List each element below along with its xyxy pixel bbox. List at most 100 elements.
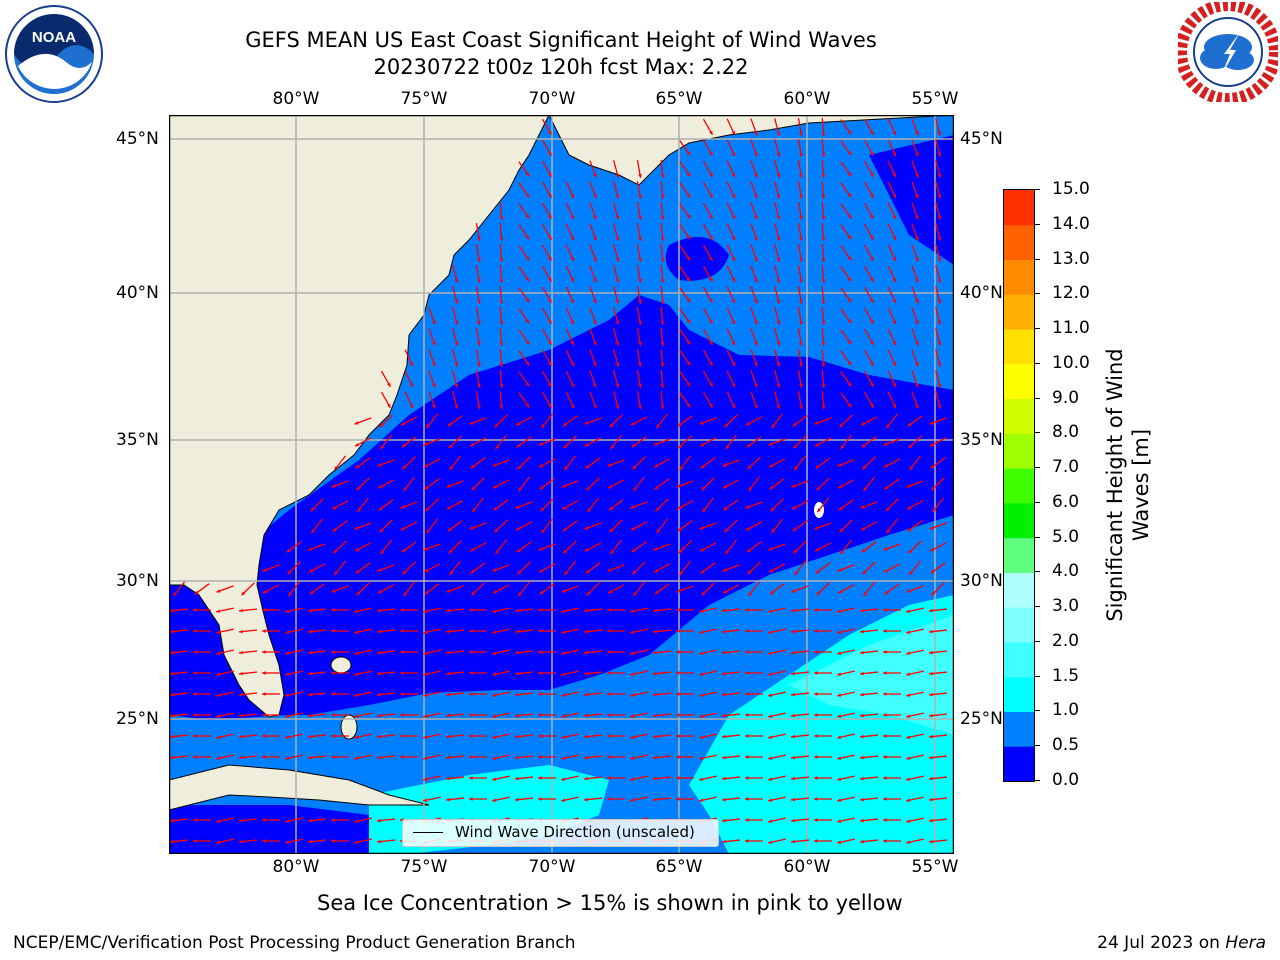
wave-direction-arrowhead xyxy=(409,404,413,409)
lat-label-right: 40°N xyxy=(960,283,1003,303)
wave-direction-arrowhead xyxy=(615,194,620,199)
wave-direction-arrowhead xyxy=(538,776,542,780)
wave-direction-arrowhead xyxy=(584,797,588,802)
wave-direction-arrowhead xyxy=(814,713,818,717)
wave-direction-arrowhead xyxy=(538,755,542,759)
wave-direction-arrowhead xyxy=(561,693,566,697)
wave-direction-arrowhead xyxy=(754,278,758,283)
wave-direction-arrowhead xyxy=(776,194,781,199)
wave-direction-arrowhead xyxy=(239,671,243,676)
wave-direction-arrowhead xyxy=(792,527,797,532)
wave-direction-arrowhead xyxy=(630,735,635,739)
wave-direction-arrowhead xyxy=(653,776,657,781)
wave-direction-arrowhead xyxy=(814,650,818,654)
wave-direction-arrowhead xyxy=(355,442,360,447)
wave-direction-arrowhead xyxy=(548,340,552,345)
wave-direction-arrowhead xyxy=(638,195,642,199)
wave-direction-arrowhead xyxy=(660,279,665,283)
wave-direction-arrowhead xyxy=(915,404,919,409)
wave-direction-arrowhead xyxy=(332,505,337,510)
wave-direction-arrowhead xyxy=(699,693,704,697)
wave-direction-arrowhead xyxy=(892,362,896,367)
wave-direction-arrowhead xyxy=(884,485,889,490)
wave-direction-arrowhead xyxy=(660,237,665,241)
wave-direction-arrowhead xyxy=(815,464,820,469)
wave-direction-arrowhead xyxy=(586,486,591,491)
wave-direction-arrowhead xyxy=(515,776,519,781)
lat-label-right: 30°N xyxy=(960,571,1003,591)
wave-direction-arrowhead xyxy=(615,299,620,304)
wave-direction-arrowhead xyxy=(883,650,887,654)
wave-direction-arrowhead xyxy=(584,671,588,676)
wave-direction-arrowhead xyxy=(731,173,735,178)
wave-direction-arrowhead xyxy=(699,756,704,760)
wave-direction-arrowhead xyxy=(907,527,912,532)
wave-direction-arrowhead xyxy=(400,692,404,696)
wave-direction-arrowhead xyxy=(709,256,713,261)
wave-direction-arrowhead xyxy=(709,130,713,135)
wave-direction-arrowhead xyxy=(354,819,359,823)
wave-direction-arrowhead xyxy=(676,671,680,675)
wave-direction-arrowhead xyxy=(847,256,852,261)
wave-direction-arrowhead xyxy=(469,797,473,801)
wave-direction-arrowhead xyxy=(754,299,758,304)
wave-direction-arrowhead xyxy=(861,421,866,426)
wave-direction-arrowhead xyxy=(354,421,359,425)
wave-direction-arrowhead xyxy=(699,651,704,655)
wave-direction-arrowhead xyxy=(492,651,497,655)
wave-direction-arrowhead xyxy=(722,818,726,823)
wave-direction-arrowhead xyxy=(308,671,312,676)
wave-direction-arrowhead xyxy=(847,298,852,303)
wave-direction-arrowhead xyxy=(262,734,266,738)
wave-direction-arrowhead xyxy=(776,278,781,283)
wave-direction-arrowhead xyxy=(929,818,933,823)
wave-direction-arrowhead xyxy=(754,362,758,367)
wave-direction-arrowhead xyxy=(584,776,588,781)
lat-label-left: 40°N xyxy=(116,283,159,303)
wave-direction-arrowhead xyxy=(748,592,753,597)
wave-direction-arrowhead xyxy=(768,651,773,655)
wave-direction-arrowhead xyxy=(892,215,896,220)
wave-direction-arrowhead xyxy=(541,424,546,429)
map-legend: Wind Wave Direction (unscaled) xyxy=(402,819,719,847)
wave-direction-arrowhead xyxy=(870,151,874,156)
wave-direction-arrowhead xyxy=(847,130,852,135)
wave-direction-arrowhead xyxy=(492,777,497,781)
wave-direction-arrowhead xyxy=(837,630,842,634)
wave-direction-arrowhead xyxy=(656,424,661,429)
wave-direction-arrowhead xyxy=(709,277,713,282)
wave-direction-arrowhead xyxy=(892,194,896,199)
lon-label-bottom: 60°W xyxy=(783,857,831,877)
wave-direction-arrowhead xyxy=(515,734,519,739)
wave-direction-arrowhead xyxy=(570,320,574,325)
colorbar-tick-label: 5.0 xyxy=(1052,526,1080,547)
wind-wave-arrows xyxy=(169,117,948,844)
wave-direction-arrowhead xyxy=(653,629,657,634)
wave-direction-arrowhead xyxy=(334,571,339,576)
colorbar-tick-label: 14.0 xyxy=(1052,213,1090,234)
wave-direction-arrowhead xyxy=(477,300,481,304)
wave-direction-arrowhead xyxy=(792,422,797,427)
wave-direction-arrowhead xyxy=(308,547,313,551)
wave-direction-arrowhead xyxy=(892,257,896,262)
chart-title-line1: GEFS MEAN US East Coast Significant Heig… xyxy=(245,28,877,52)
sea-ice-note: Sea Ice Concentration > 15% is shown in … xyxy=(317,891,903,915)
wave-direction-arrowhead xyxy=(883,608,887,612)
wave-direction-arrowhead xyxy=(239,650,243,655)
wave-direction-arrowhead xyxy=(906,819,911,823)
colorbar-tick-mark xyxy=(1034,189,1040,190)
wave-direction-arrowhead xyxy=(745,755,749,759)
wave-direction-arrowhead xyxy=(870,403,874,408)
wave-direction-arrowhead xyxy=(860,505,865,509)
wave-direction-arrowhead xyxy=(446,629,450,634)
wave-direction-arrowhead xyxy=(400,608,404,612)
wave-direction-arrowhead xyxy=(471,486,476,491)
wave-direction-arrowhead xyxy=(660,384,665,388)
wave-direction-arrowhead xyxy=(332,527,337,532)
wave-direction-arrowhead xyxy=(932,508,937,513)
colorbar-segment xyxy=(1004,433,1034,469)
wave-direction-arrowhead xyxy=(423,442,428,446)
wave-direction-arrowhead xyxy=(285,714,290,718)
wave-direction-arrowhead xyxy=(377,734,381,739)
wave-direction-arrowhead xyxy=(492,609,497,613)
